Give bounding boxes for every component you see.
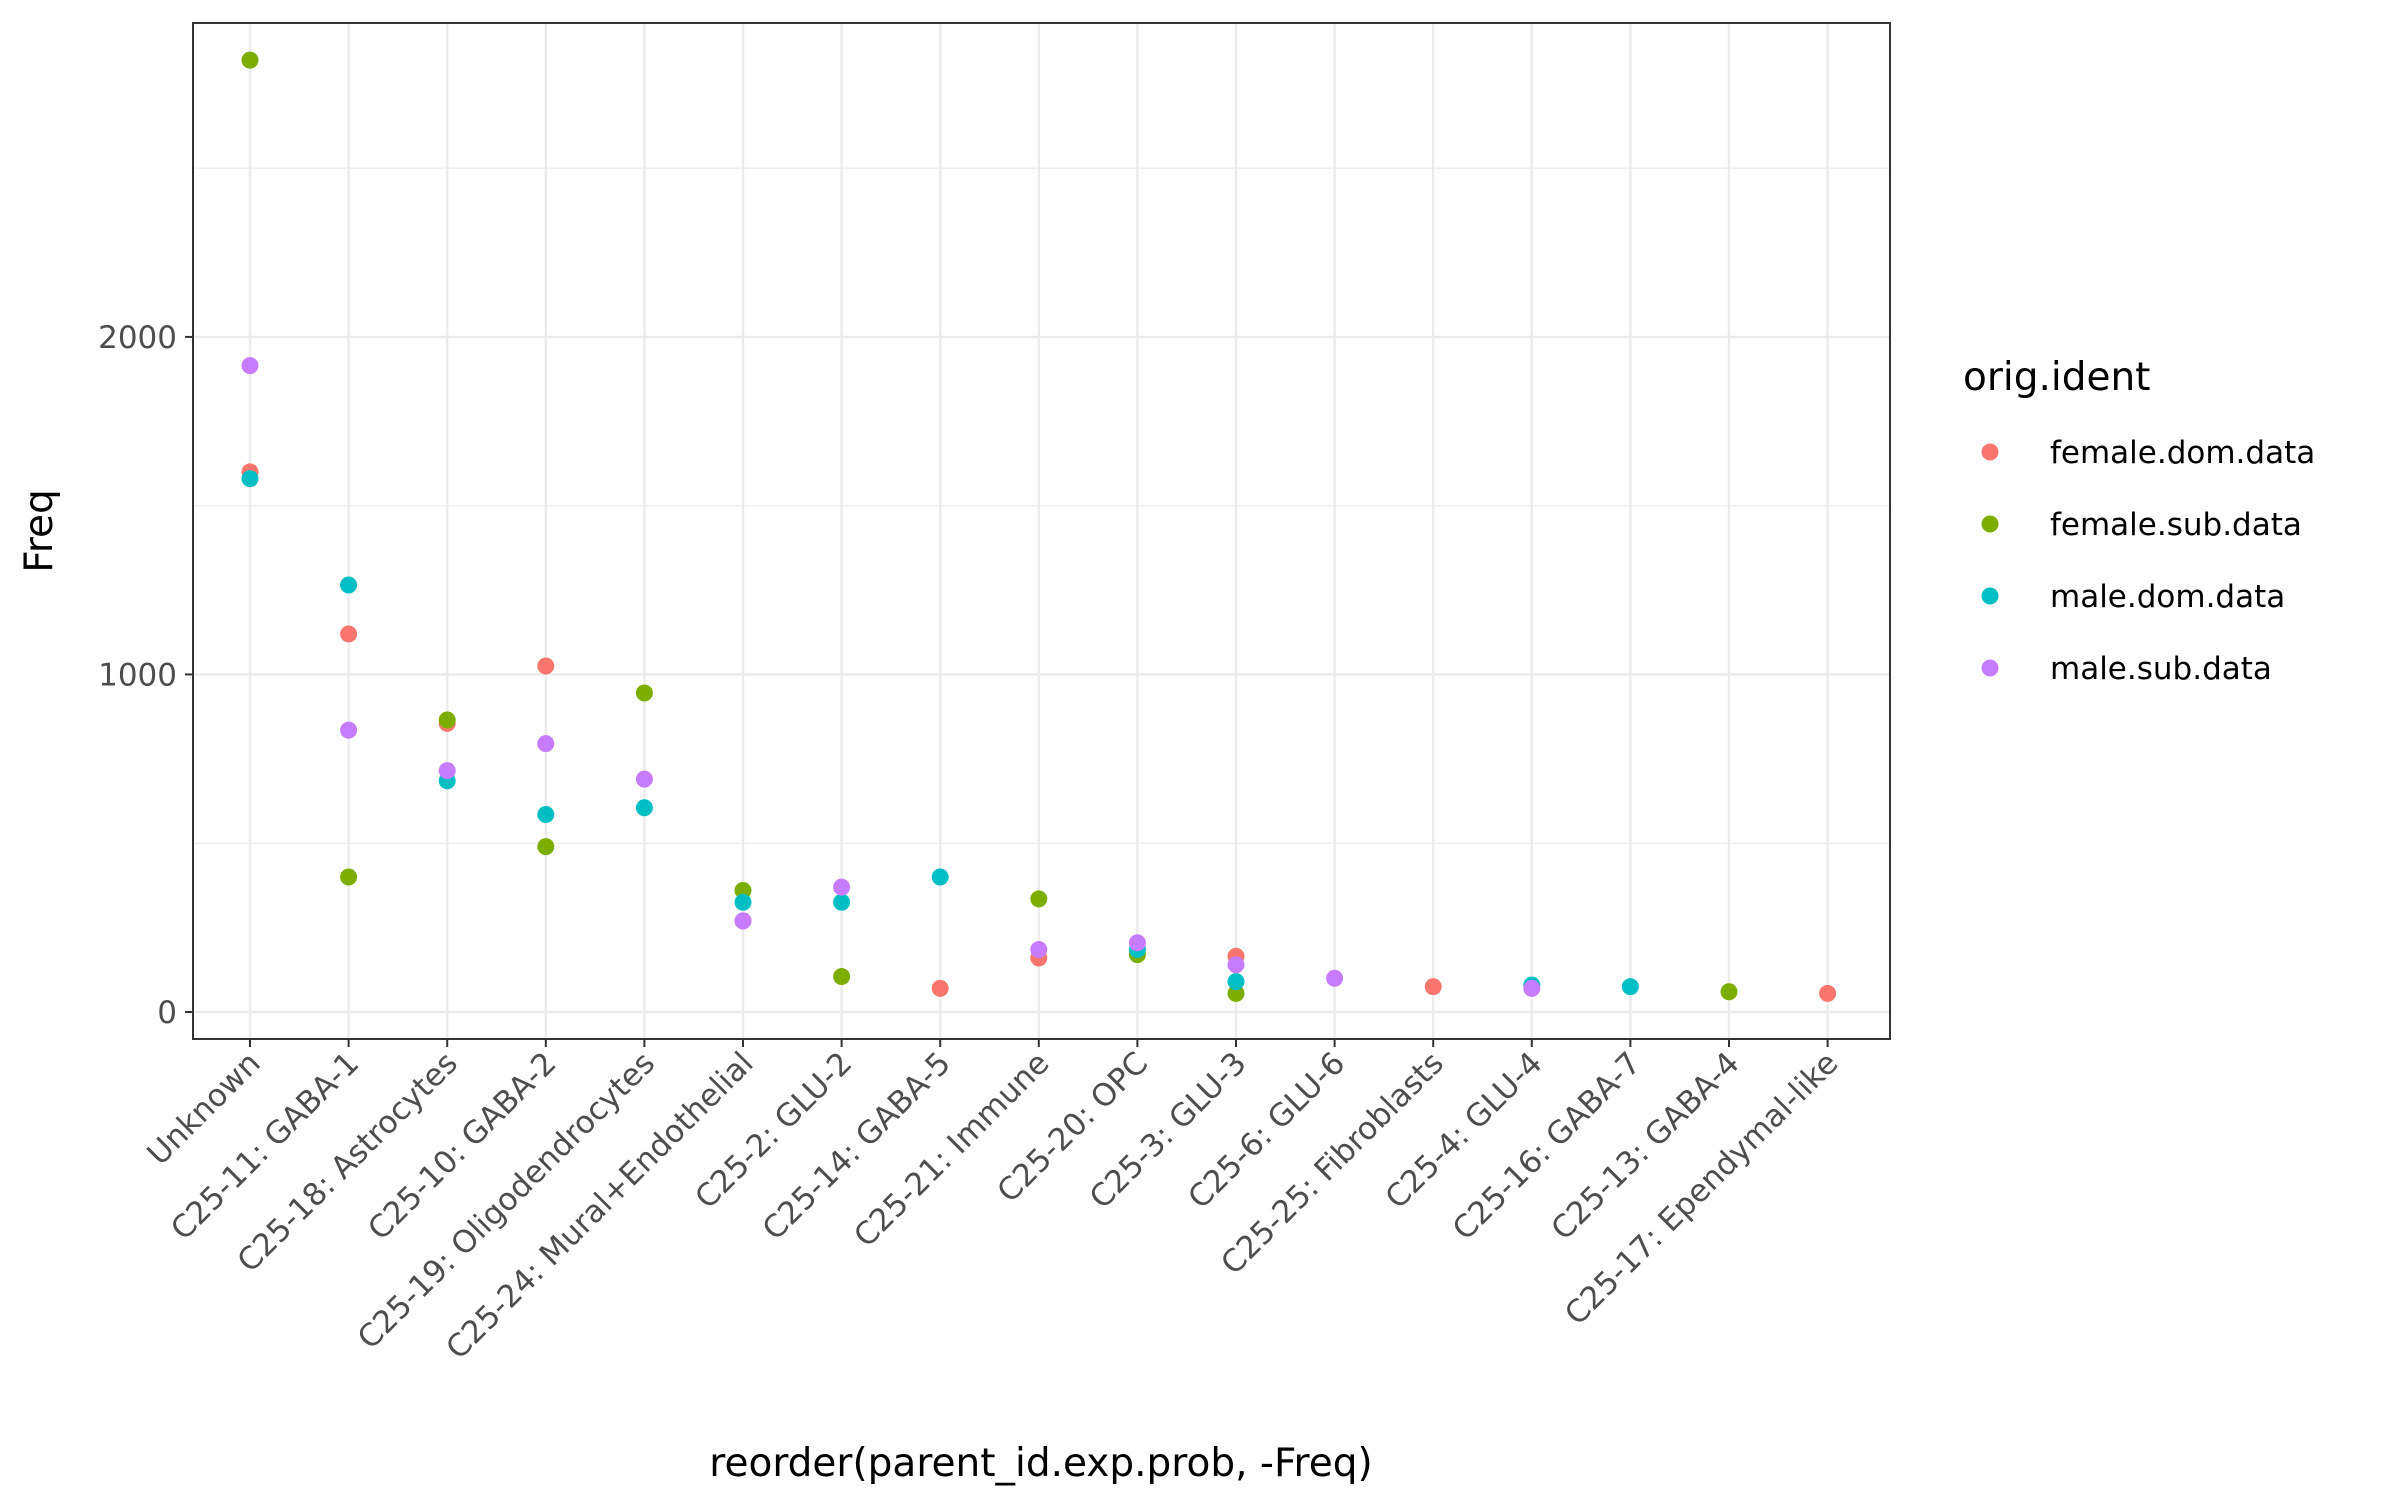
x-axis-title: reorder(parent_id.exp.prob, -Freq)	[709, 1441, 1372, 1486]
data-point	[438, 762, 456, 780]
legend-key	[1981, 587, 1999, 605]
plot-background	[193, 23, 1890, 1039]
legend-key	[1981, 659, 1999, 677]
legend-entry: female.sub.data	[2050, 507, 2302, 543]
data-point	[241, 51, 259, 69]
data-point	[1424, 978, 1442, 996]
data-point	[340, 576, 358, 594]
data-point	[1819, 984, 1837, 1002]
data-point	[537, 838, 555, 856]
data-point	[1621, 978, 1639, 996]
x-tick-label: C25-10: GABA-2	[361, 1045, 563, 1247]
legend: orig.ident female.dom.data female.sub.dat…	[1963, 355, 2315, 687]
legend-key	[1981, 443, 1999, 461]
y-tick-label: 1000	[98, 657, 177, 693]
data-point	[340, 721, 358, 739]
y-axis: 0 1000 2000	[98, 320, 193, 1031]
x-tick-label: C25-16: GABA-7	[1446, 1045, 1648, 1247]
data-point	[1326, 969, 1344, 987]
plot-border	[192, 22, 1891, 1040]
data-point	[1227, 956, 1245, 974]
data-point	[1720, 983, 1738, 1001]
data-point	[833, 878, 851, 896]
data-point	[438, 711, 456, 729]
legend-title: orig.ident	[1963, 355, 2150, 400]
data-point	[1523, 979, 1541, 997]
data-point	[537, 735, 555, 753]
data-point	[340, 868, 358, 886]
data-point	[340, 625, 358, 643]
data-point	[1030, 941, 1048, 959]
x-tick-label: C25-13: GABA-4	[1544, 1045, 1746, 1247]
y-tick-label: 0	[157, 995, 177, 1031]
legend-key	[1981, 515, 1999, 533]
data-point	[635, 770, 653, 788]
data-point	[241, 470, 259, 488]
data-point	[1030, 890, 1048, 908]
legend-entry: male.dom.data	[2050, 579, 2285, 615]
data-point	[635, 684, 653, 702]
data-point	[1227, 973, 1245, 991]
y-axis-title: Freq	[17, 489, 62, 573]
data-point	[1227, 984, 1245, 1002]
data-point	[537, 657, 555, 675]
data-point	[833, 968, 851, 986]
x-tick-label: C25-14: GABA-5	[756, 1045, 958, 1247]
data-point	[734, 912, 752, 930]
data-point	[734, 881, 752, 899]
data-point	[734, 893, 752, 911]
y-tick-label: 2000	[98, 320, 177, 356]
grid-lines	[193, 23, 1890, 1039]
x-tick-label: C25-11: GABA-1	[164, 1045, 366, 1247]
data-point	[241, 357, 259, 375]
legend-entry: female.dom.data	[2050, 435, 2315, 471]
data-point	[635, 799, 653, 817]
data-point	[931, 979, 949, 997]
data-points	[241, 51, 1837, 1002]
data-point	[1128, 934, 1146, 952]
data-point	[931, 868, 949, 886]
legend-entry: male.sub.data	[2050, 651, 2272, 687]
data-point	[833, 893, 851, 911]
data-point	[537, 806, 555, 824]
